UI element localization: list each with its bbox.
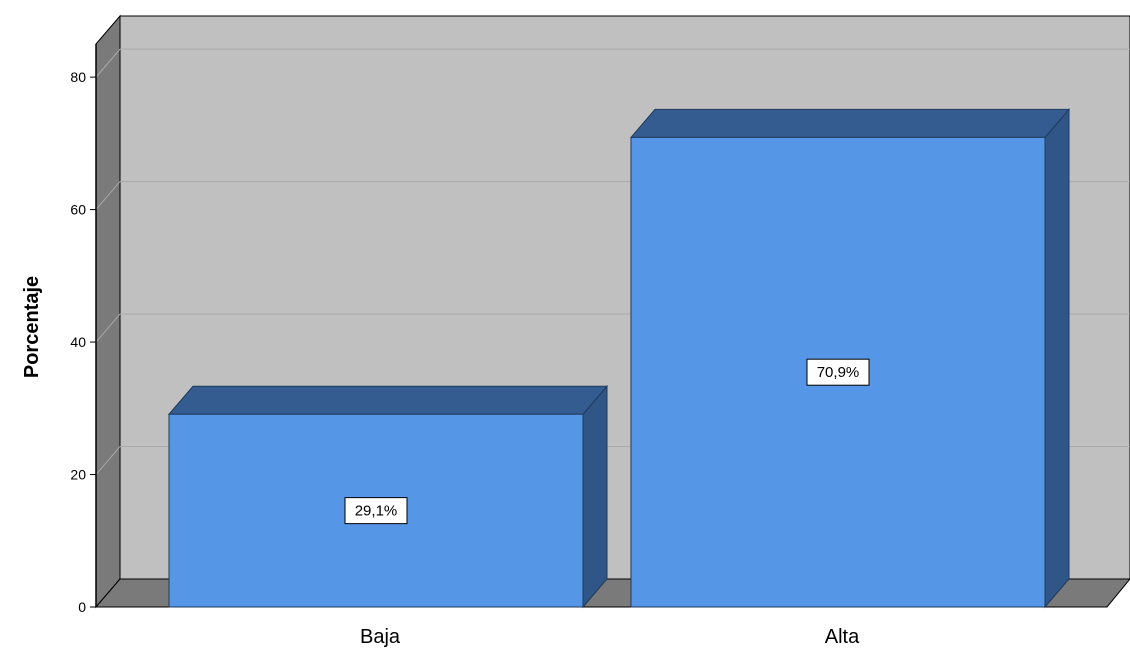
bar-front-face xyxy=(168,413,584,608)
y-tick-label: 20 xyxy=(70,467,86,483)
y-tick-label: 40 xyxy=(70,334,86,350)
x-category-label: Alta xyxy=(825,626,860,648)
bar-top-face xyxy=(629,108,1071,138)
data-label-box xyxy=(344,497,408,525)
plot-left-wall xyxy=(95,14,121,609)
y-tick-label: 60 xyxy=(70,202,86,218)
y-axis-ticks: 0 20 40 60 80 xyxy=(70,44,97,615)
gridline-left-wall xyxy=(95,313,121,343)
data-label: 70,9% xyxy=(817,364,860,381)
data-label: 29,1% xyxy=(355,503,398,520)
gridline-left-wall xyxy=(95,181,121,210)
bar-side-face xyxy=(1044,108,1070,609)
y-axis-title: Porcentaje xyxy=(21,276,43,378)
bar-top-face xyxy=(167,385,609,415)
y-tick-label: 80 xyxy=(70,69,86,85)
bar-alta: 70,9% xyxy=(629,108,1071,609)
x-axis-labels: Baja Alta xyxy=(360,626,860,648)
x-category-label: Baja xyxy=(360,626,401,648)
gridline-left-wall xyxy=(95,446,121,475)
bar-baja: 29,1% xyxy=(167,384,609,609)
data-label-box xyxy=(806,358,870,386)
bar-side-face xyxy=(582,384,608,609)
y-tick-label: 0 xyxy=(78,599,86,615)
gridline-left-wall xyxy=(95,48,121,78)
bars: 29,1% 70,9% xyxy=(167,108,1071,609)
